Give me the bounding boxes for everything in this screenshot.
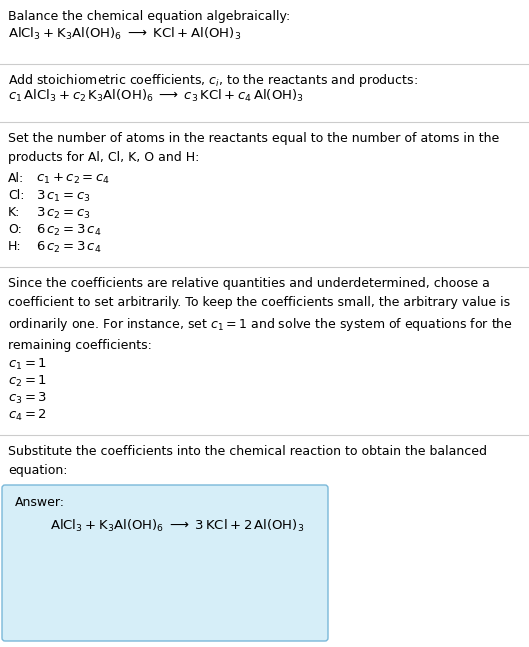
Text: $6\,c_2 = 3\,c_4$: $6\,c_2 = 3\,c_4$ xyxy=(36,223,102,238)
Text: Al:: Al: xyxy=(8,172,24,185)
Text: Cl:: Cl: xyxy=(8,189,24,202)
Text: $6\,c_2 = 3\,c_4$: $6\,c_2 = 3\,c_4$ xyxy=(36,240,102,255)
Text: Since the coefficients are relative quantities and underdetermined, choose a
coe: Since the coefficients are relative quan… xyxy=(8,277,513,352)
Text: H:: H: xyxy=(8,240,22,253)
Text: $3\,c_1 = c_3$: $3\,c_1 = c_3$ xyxy=(36,189,91,204)
Text: $3\,c_2 = c_3$: $3\,c_2 = c_3$ xyxy=(36,206,91,221)
Text: $\mathrm{AlCl_3 + K_3Al(OH)_6 \;\longrightarrow\; 3\,KCl + 2\,Al(OH)_3}$: $\mathrm{AlCl_3 + K_3Al(OH)_6 \;\longrig… xyxy=(50,518,304,534)
Text: $c_3 = 3$: $c_3 = 3$ xyxy=(8,391,47,406)
Text: $\mathrm{AlCl_3 + K_3Al(OH)_6 \;\longrightarrow\; KCl + Al(OH)_3}$: $\mathrm{AlCl_3 + K_3Al(OH)_6 \;\longrig… xyxy=(8,26,241,42)
Text: K:: K: xyxy=(8,206,21,219)
Text: Balance the chemical equation algebraically:: Balance the chemical equation algebraica… xyxy=(8,10,290,23)
Text: $c_1\,\mathrm{AlCl_3} + c_2\,\mathrm{K_3Al(OH)_6} \;\longrightarrow\; c_3\,\math: $c_1\,\mathrm{AlCl_3} + c_2\,\mathrm{K_3… xyxy=(8,88,304,104)
Text: $c_1 + c_2 = c_4$: $c_1 + c_2 = c_4$ xyxy=(36,172,110,186)
Text: $c_4 = 2$: $c_4 = 2$ xyxy=(8,408,47,423)
Text: Answer:: Answer: xyxy=(15,496,65,509)
Text: Substitute the coefficients into the chemical reaction to obtain the balanced
eq: Substitute the coefficients into the che… xyxy=(8,445,487,477)
Text: Set the number of atoms in the reactants equal to the number of atoms in the
pro: Set the number of atoms in the reactants… xyxy=(8,132,499,164)
Text: $c_1 = 1$: $c_1 = 1$ xyxy=(8,357,47,372)
Text: O:: O: xyxy=(8,223,22,236)
FancyBboxPatch shape xyxy=(2,485,328,641)
Text: $c_2 = 1$: $c_2 = 1$ xyxy=(8,374,47,389)
Text: Add stoichiometric coefficients, $c_i$, to the reactants and products:: Add stoichiometric coefficients, $c_i$, … xyxy=(8,72,418,89)
